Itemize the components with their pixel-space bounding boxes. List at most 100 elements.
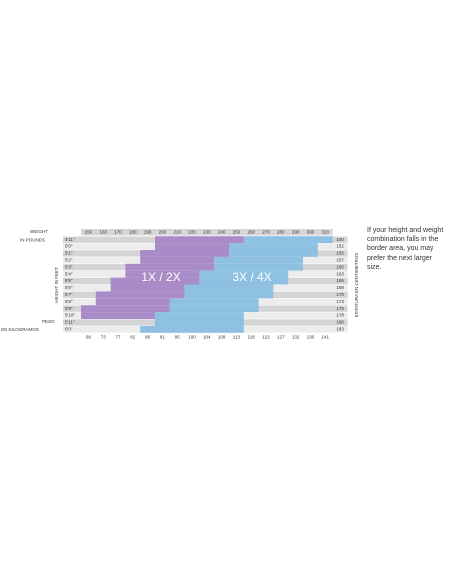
size-3x4x-cells — [169, 298, 259, 306]
size-3x4x-cells — [229, 250, 318, 257]
kg-label: 141 — [321, 334, 329, 339]
kg-label: 68 — [86, 334, 92, 339]
pound-label: 200 — [159, 230, 167, 235]
size-3x4x-cells — [214, 263, 303, 271]
pound-label: 230 — [203, 230, 211, 235]
pound-label: 310 — [321, 230, 329, 235]
size-1x2x-cells — [125, 263, 215, 271]
kg-axis-label: EN KILOGRAMOS — [1, 327, 39, 332]
pound-label: 210 — [173, 230, 181, 235]
kg-label: 100 — [188, 334, 196, 339]
height-label: 5'9" — [65, 306, 73, 311]
cm-label: 160 — [336, 264, 344, 269]
cm-label: 165 — [336, 278, 344, 283]
height-label: 5'7" — [65, 292, 73, 297]
pound-label: 280 — [277, 230, 285, 235]
size-1x2x-cells — [95, 298, 170, 306]
cm-label: 152 — [336, 244, 344, 249]
kg-label: 91 — [160, 334, 166, 339]
size-3x4x-cells — [184, 291, 274, 299]
size-1x2x-cells — [95, 291, 185, 299]
kg-label: 95 — [175, 334, 181, 339]
cm-label: 180 — [336, 320, 344, 325]
size-3x4x-cells — [243, 236, 333, 244]
height-label: 6'0" — [65, 327, 73, 332]
size-label: 1X / 2X — [141, 270, 180, 284]
kg-label: 86 — [145, 334, 151, 339]
pound-label: 250 — [233, 230, 241, 235]
kg-label: 73 — [101, 334, 107, 339]
pound-label: 220 — [188, 230, 196, 235]
size-3x4x-cells — [199, 270, 289, 278]
size-label: 3X / 4X — [232, 270, 271, 284]
cm-label: 170 — [336, 292, 344, 297]
size-3x4x-cells — [214, 256, 303, 264]
pound-label: 190 — [144, 230, 152, 235]
cm-label: 155 — [336, 251, 344, 256]
height-label: 5'2" — [65, 258, 73, 263]
height-label: 5'3" — [65, 264, 73, 269]
kg-label: 127 — [277, 334, 285, 339]
size-1x2x-cells — [155, 243, 229, 250]
height-label: 5'10" — [65, 313, 75, 318]
cm-label: 150 — [336, 237, 344, 242]
kg-label: 77 — [115, 334, 121, 339]
height-label: 5'11" — [65, 320, 75, 325]
size-1x2x-cells — [155, 236, 244, 244]
size-1x2x-cells — [125, 270, 200, 278]
size-3x4x-cells — [229, 243, 318, 250]
cm-axis-label: ESTATURA EN CENTIMETROS — [354, 253, 359, 318]
kg-label: 118 — [248, 334, 256, 339]
height-label: 4'11" — [65, 237, 75, 242]
kg-label: 122 — [262, 334, 270, 339]
pound-label: 170 — [114, 230, 122, 235]
cm-label: 178 — [336, 313, 344, 318]
kg-label: 109 — [218, 334, 226, 339]
height-label: 5'8" — [65, 299, 73, 304]
height-label: 5'4" — [65, 271, 73, 276]
cm-label: 168 — [336, 285, 344, 290]
note: If your height and weight combination fa… — [367, 227, 444, 271]
kg-label: 113 — [233, 334, 241, 339]
pound-label: 260 — [247, 230, 255, 235]
size-3x4x-cells — [199, 277, 289, 285]
pound-label: 240 — [218, 230, 226, 235]
kg-label: 104 — [203, 334, 211, 339]
size-3x4x-cells — [184, 284, 274, 292]
pound-label: 290 — [292, 230, 300, 235]
cm-label: 163 — [336, 271, 344, 276]
cm-label: 183 — [336, 327, 344, 332]
size-3x4x-cells — [140, 325, 244, 333]
cm-label: 173 — [336, 299, 344, 304]
size-1x2x-cells — [81, 312, 155, 319]
kg-axis-label: PESO — [42, 319, 55, 324]
size-3x4x-cells — [155, 312, 244, 319]
kg-label: 132 — [292, 334, 300, 339]
pound-label: 180 — [129, 230, 137, 235]
size-1x2x-cells — [81, 305, 170, 313]
size-3x4x-cells — [169, 305, 259, 313]
kg-label: 136 — [307, 334, 315, 339]
pound-label: 150 — [85, 230, 93, 235]
weight-label: IN POUNDS — [20, 238, 45, 243]
pound-label: 160 — [99, 230, 107, 235]
height-label: 5'5" — [65, 278, 73, 283]
size-1x2x-cells — [110, 277, 200, 285]
header-row — [81, 229, 333, 236]
height-label: 5'6" — [65, 285, 73, 290]
weight-label: WEIGHT — [30, 229, 48, 234]
cm-label: 157 — [336, 258, 344, 263]
size-1x2x-cells — [110, 284, 185, 292]
pound-label: 270 — [262, 230, 270, 235]
size-1x2x-cells — [140, 250, 229, 257]
kg-label: 82 — [130, 334, 136, 339]
cm-label: 175 — [336, 306, 344, 311]
size-1x2x-cells — [140, 256, 215, 264]
pound-label: 300 — [307, 230, 315, 235]
size-3x4x-cells — [155, 319, 244, 326]
height-label: 5'1" — [65, 251, 73, 256]
height-axis-label: HEIGHT IN FEET — [54, 267, 59, 303]
height-label: 5'0" — [65, 244, 73, 249]
